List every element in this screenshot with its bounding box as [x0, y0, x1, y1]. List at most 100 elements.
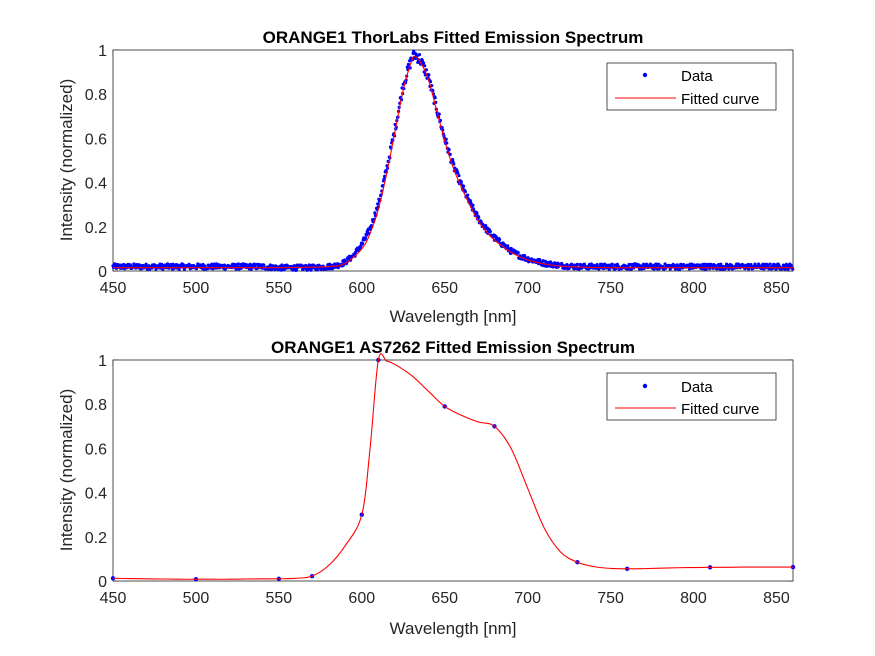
- x-axis-label: Wavelength [nm]: [390, 307, 517, 326]
- data-point: [783, 267, 787, 271]
- legend-box: [606, 372, 777, 421]
- data-point: [498, 238, 502, 242]
- data-point: [236, 262, 240, 266]
- fitted-curve-line: [113, 55, 793, 269]
- y-axis-label: Intensity (normalized): [57, 389, 76, 552]
- data-point: [768, 262, 772, 266]
- x-tick-label: 550: [266, 280, 293, 297]
- data-point: [719, 262, 723, 266]
- data-point: [791, 267, 795, 271]
- y-tick-label: 0.8: [85, 397, 107, 414]
- y-axis-label: Intensity (normalized): [57, 79, 76, 242]
- y-tick-label: 0.6: [85, 441, 107, 458]
- data-point: [488, 230, 492, 234]
- data-point: [452, 162, 456, 166]
- data-point: [516, 251, 520, 255]
- legend: Data Fitted curve: [606, 372, 777, 421]
- data-point: [565, 263, 569, 267]
- y-tick-label: 0.2: [85, 220, 107, 237]
- y-tick-label: 1: [98, 43, 107, 60]
- y-tick-label: 0.6: [85, 131, 107, 148]
- data-point: [475, 211, 479, 215]
- x-tick-label: 850: [763, 280, 790, 297]
- data-point: [233, 262, 237, 267]
- data-point: [484, 223, 488, 228]
- legend: Data Fitted curve: [606, 62, 777, 111]
- x-tick-label: 500: [183, 590, 210, 607]
- legend-fit-label: Fitted curve: [681, 91, 759, 108]
- data-point: [456, 171, 460, 175]
- x-tick-label: 650: [431, 280, 458, 297]
- data-point: [462, 184, 466, 188]
- data-point: [363, 236, 368, 240]
- data-point: [698, 263, 702, 267]
- data-point: [165, 262, 170, 266]
- data-point: [459, 180, 463, 184]
- data-point: [427, 73, 431, 77]
- data-point: [421, 61, 426, 65]
- x-tick-label: 450: [100, 280, 127, 297]
- x-tick-label: 500: [183, 280, 210, 297]
- legend-data-marker: [642, 72, 648, 78]
- data-point: [253, 262, 257, 267]
- data-point: [610, 262, 614, 266]
- x-tick-label: 450: [100, 590, 127, 607]
- data-point: [354, 250, 358, 254]
- data-point: [551, 265, 555, 269]
- data-point: [365, 233, 369, 237]
- data-point: [575, 262, 579, 266]
- tick-group: 450 500 550 600 650 700 750 800 850 0 0.2 0.4 0.6 0.8…: [85, 353, 793, 607]
- y-tick-label: 0.4: [85, 176, 107, 193]
- data-point: [677, 267, 682, 271]
- data-point: [572, 263, 577, 267]
- x-tick-label: 850: [763, 590, 790, 607]
- data-point: [423, 64, 427, 68]
- legend-fit-label: Fitted curve: [681, 401, 759, 418]
- data-point: [110, 576, 116, 581]
- data-point: [463, 190, 467, 194]
- x-axis-label: Wavelength [nm]: [390, 619, 517, 638]
- data-point: [437, 112, 441, 116]
- y-tick-label: 0: [98, 574, 107, 591]
- x-tick-label: 750: [597, 280, 624, 297]
- data-point: [144, 262, 148, 266]
- x-tick-label: 750: [597, 590, 624, 607]
- fitted-curve-line: [112, 353, 793, 580]
- x-tick-label: 800: [680, 590, 707, 607]
- data-point: [607, 267, 611, 271]
- data-point: [417, 52, 422, 57]
- data-point: [433, 96, 437, 100]
- data-point: [212, 262, 217, 266]
- data-point: [477, 215, 481, 219]
- data-point: [450, 157, 455, 162]
- tick-group: 450 500 550 600 650 700 750 800 850 0 0.2 0.4 0.6 0.8…: [85, 43, 793, 297]
- data-point: [294, 268, 299, 272]
- x-tick-label: 700: [514, 280, 541, 297]
- y-tick-label: 0.2: [85, 530, 107, 547]
- data-point: [466, 193, 470, 197]
- data-point: [413, 56, 418, 61]
- x-tick-label: 650: [431, 590, 458, 607]
- y-tick-label: 1: [98, 353, 107, 370]
- data-point: [319, 267, 323, 271]
- data-point: [444, 137, 448, 141]
- chart-thorlabs: ORANGE1 ThorLabs Fitted Emission Spectru…: [57, 28, 795, 326]
- y-tick-label: 0: [98, 264, 107, 281]
- data-point: [457, 173, 461, 178]
- data-point: [447, 148, 451, 152]
- data-point: [471, 203, 475, 207]
- data-point: [420, 58, 424, 63]
- data-point: [376, 202, 380, 206]
- chart-title: ORANGE1 ThorLabs Fitted Emission Spectru…: [263, 28, 644, 47]
- data-point: [506, 244, 510, 248]
- data-point: [595, 263, 599, 267]
- legend-box: [606, 62, 777, 111]
- data-point: [424, 68, 429, 72]
- data-point: [328, 267, 332, 271]
- x-tick-label: 600: [348, 590, 375, 607]
- chart-as7262: ORANGE1 AS7262 Fitted Emission Spectrum …: [57, 338, 796, 638]
- data-point: [361, 241, 365, 246]
- x-tick-label: 600: [348, 280, 375, 297]
- data-point: [181, 263, 185, 267]
